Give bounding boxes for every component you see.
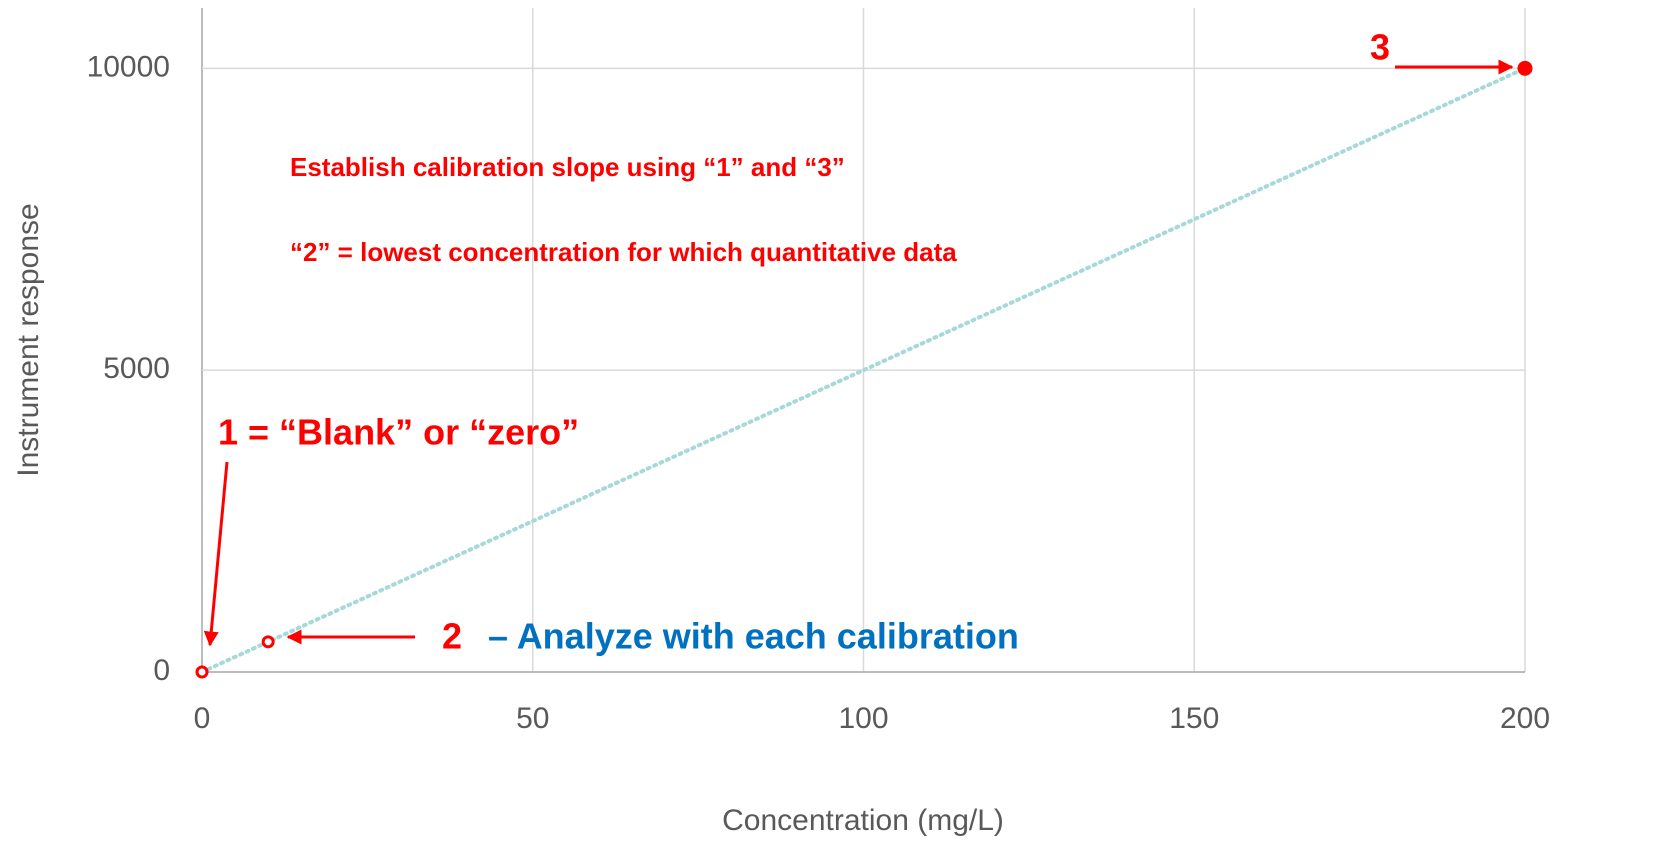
grid [201,8,1526,673]
y-tick-label: 5000 [103,352,170,385]
annotation: “2” = lowest concentration for which qua… [290,237,957,267]
annotation: – Analyze with each calibration [488,616,1019,657]
marks [195,60,1533,679]
x-tick-label: 50 [516,702,549,735]
point [195,665,209,679]
arrow [203,461,229,647]
x-tick-label: 150 [1169,702,1219,735]
x-tick-label: 0 [194,702,211,735]
x-tick-label: 200 [1500,702,1550,735]
y-tick-label: 0 [153,654,170,687]
y-tick-label: 10000 [87,50,170,83]
point [261,635,275,649]
x-axis-title: Concentration (mg/L) [722,804,1004,837]
point [1517,60,1533,76]
annotation: Establish calibration slope using “1” an… [290,152,845,182]
annotation: 2 [442,616,462,657]
annotation: 3 [1370,27,1390,68]
y-axis-title: Instrument response [12,203,45,476]
trendline [200,66,1527,674]
annotation: 1 = “Blank” or “zero” [218,412,579,453]
x-tick-label: 100 [838,702,888,735]
